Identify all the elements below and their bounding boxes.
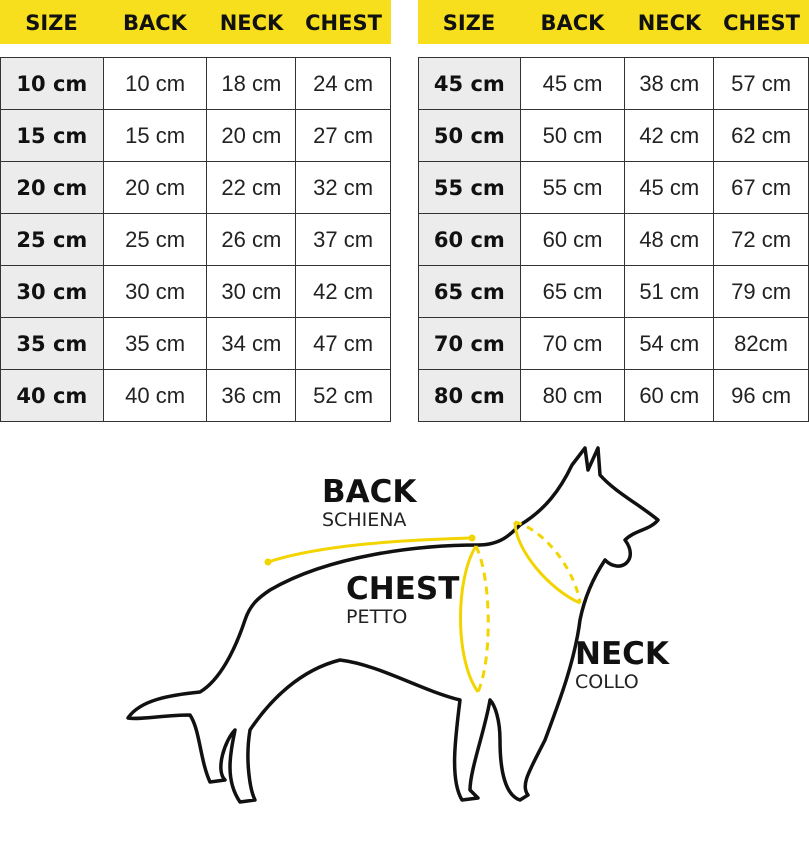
- size-cell: 55 cm: [418, 161, 521, 214]
- chest-cell: 67 cm: [713, 161, 809, 214]
- table-row: 10 cm 10 cm 18 cm 24 cm: [0, 57, 391, 110]
- neck-cell: 54 cm: [624, 317, 715, 370]
- chest-cell: 42 cm: [295, 265, 391, 318]
- chest-cell: 82cm: [713, 317, 809, 370]
- neck-cell: 48 cm: [624, 213, 715, 266]
- chest-measure-dashed: [474, 545, 490, 693]
- back-cell: 45 cm: [519, 57, 626, 110]
- header-neck: NECK: [219, 11, 284, 35]
- size-cell: 50 cm: [418, 109, 521, 162]
- table-row: 70 cm 70 cm 54 cm 82cm: [418, 317, 809, 370]
- size-cell: 40 cm: [0, 369, 104, 422]
- size-cell: 30 cm: [0, 265, 104, 318]
- header-chest: CHEST: [305, 11, 382, 35]
- neck-cell: 34 cm: [206, 317, 297, 370]
- back-measure-start: [264, 558, 272, 566]
- back-cell: 60 cm: [519, 213, 626, 266]
- header-chest: CHEST: [723, 11, 800, 35]
- header-back: BACK: [123, 11, 187, 35]
- neck-cell: 36 cm: [206, 369, 297, 422]
- chest-cell: 79 cm: [713, 265, 809, 318]
- chest-cell: 96 cm: [713, 369, 809, 422]
- back-cell: 70 cm: [519, 317, 626, 370]
- size-cell: 35 cm: [0, 317, 104, 370]
- back-label: BACK SCHIENA: [322, 474, 417, 531]
- back-cell: 80 cm: [519, 369, 626, 422]
- chest-cell: 57 cm: [713, 57, 809, 110]
- table-row: 30 cm 30 cm 30 cm 42 cm: [0, 265, 391, 318]
- back-cell: 15 cm: [102, 109, 208, 162]
- neck-measure-dashed: [514, 520, 582, 604]
- header-size: SIZE: [442, 11, 496, 35]
- table-row: 50 cm 50 cm 42 cm 62 cm: [418, 109, 809, 162]
- neck-cell: 30 cm: [206, 265, 297, 318]
- table-row: 80 cm 80 cm 60 cm 96 cm: [418, 369, 809, 422]
- size-cell: 80 cm: [418, 369, 521, 422]
- size-cell: 25 cm: [0, 213, 104, 266]
- chest-measure-line: [459, 545, 480, 693]
- chest-cell: 62 cm: [713, 109, 809, 162]
- back-cell: 40 cm: [102, 369, 208, 422]
- chest-cell: 27 cm: [295, 109, 391, 162]
- back-cell: 30 cm: [102, 265, 208, 318]
- size-cell: 10 cm: [0, 57, 104, 110]
- chest-label: CHEST PETTO: [346, 571, 460, 628]
- size-cell: 45 cm: [418, 57, 521, 110]
- back-cell: 55 cm: [519, 161, 626, 214]
- table-row: 35 cm 35 cm 34 cm 47 cm: [0, 317, 391, 370]
- neck-cell: 20 cm: [206, 109, 297, 162]
- table-row: 40 cm 40 cm 36 cm 52 cm: [0, 369, 391, 422]
- table-row: 45 cm 45 cm 38 cm 57 cm: [418, 57, 809, 110]
- size-cell: 65 cm: [418, 265, 521, 318]
- header-back: BACK: [540, 11, 605, 35]
- neck-cell: 60 cm: [624, 369, 715, 422]
- back-cell: 20 cm: [102, 161, 208, 214]
- size-cell: 15 cm: [0, 109, 104, 162]
- dog-outline: [126, 446, 660, 804]
- table-row: 60 cm 60 cm 48 cm 72 cm: [418, 213, 809, 266]
- back-cell: 65 cm: [519, 265, 626, 318]
- table-row: 65 cm 65 cm 51 cm 79 cm: [418, 265, 809, 318]
- table-header: SIZE BACK NECK CHEST: [0, 0, 391, 44]
- neck-cell: 42 cm: [624, 109, 715, 162]
- size-cell: 70 cm: [418, 317, 521, 370]
- neck-cell: 45 cm: [624, 161, 715, 214]
- header-size: SIZE: [25, 11, 78, 35]
- back-measure-line: [267, 536, 473, 564]
- neck-measure-line: [513, 521, 581, 605]
- size-cell: 60 cm: [418, 213, 521, 266]
- table-header: SIZE BACK NECK CHEST: [418, 0, 809, 44]
- back-measure-end: [468, 534, 476, 542]
- chest-cell: 52 cm: [295, 369, 391, 422]
- neck-cell: 26 cm: [206, 213, 297, 266]
- chest-cell: 72 cm: [713, 213, 809, 266]
- table-row: 15 cm 15 cm 20 cm 27 cm: [0, 109, 391, 162]
- chest-cell: 32 cm: [295, 161, 391, 214]
- neck-label: NECK COLLO: [575, 636, 669, 693]
- header-neck: NECK: [637, 11, 702, 35]
- neck-cell: 38 cm: [624, 57, 715, 110]
- table-row: 55 cm 55 cm 45 cm 67 cm: [418, 161, 809, 214]
